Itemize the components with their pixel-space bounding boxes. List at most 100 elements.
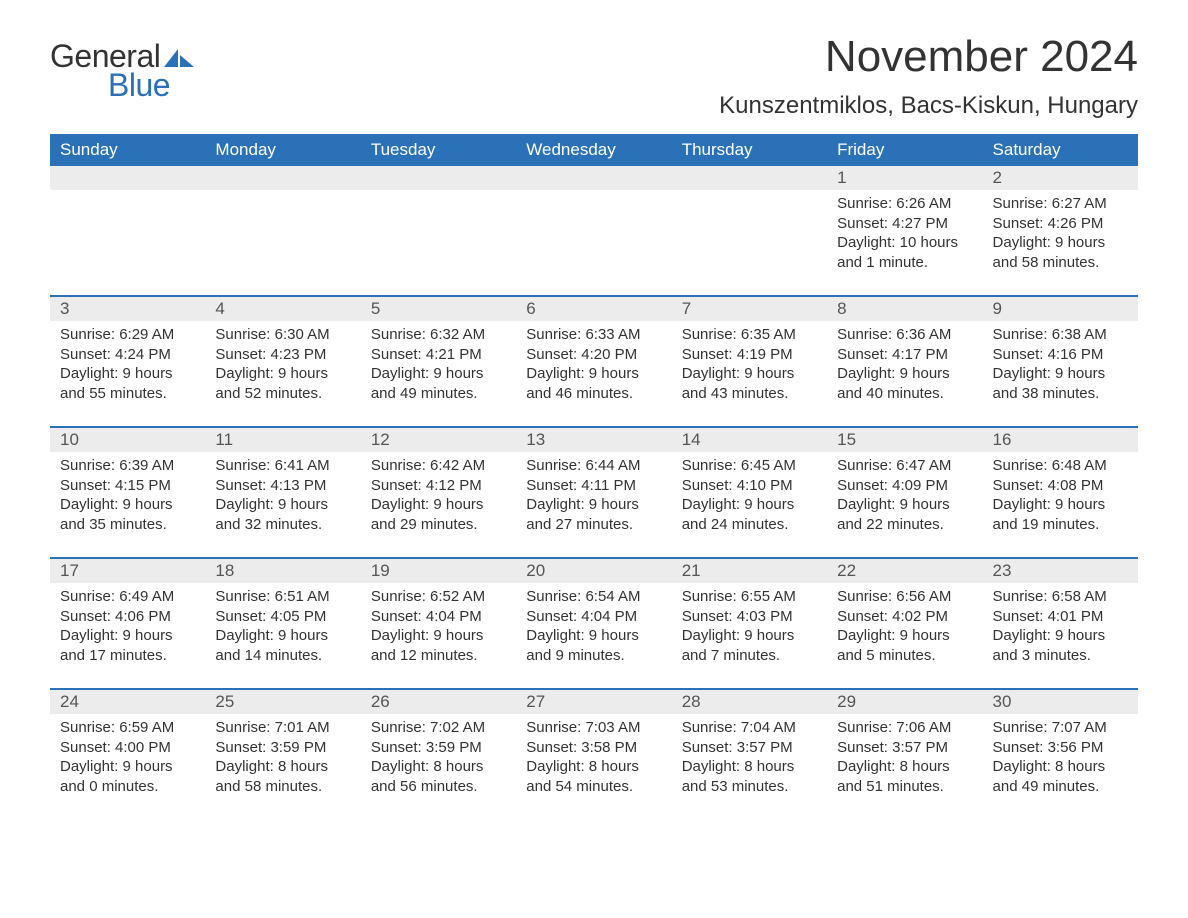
day-details: Sunrise: 6:51 AMSunset: 4:05 PMDaylight:…: [205, 583, 360, 673]
sunrise-line: Sunrise: 6:32 AM: [371, 325, 506, 345]
sunset-line: Sunset: 4:23 PM: [215, 345, 350, 365]
sunrise-line: Sunrise: 6:55 AM: [682, 587, 817, 607]
day-number: 21: [672, 559, 827, 583]
sunset-line: Sunset: 4:06 PM: [60, 607, 195, 627]
sunset-line: Sunset: 3:57 PM: [682, 738, 817, 758]
day-details: Sunrise: 6:35 AMSunset: 4:19 PMDaylight:…: [672, 321, 827, 411]
day-number: 18: [205, 559, 360, 583]
title-block: November 2024 Kunszentmiklos, Bacs-Kisku…: [719, 32, 1138, 130]
sunrise-line: Sunrise: 6:54 AM: [526, 587, 661, 607]
sunset-line: Sunset: 4:02 PM: [837, 607, 972, 627]
daylight-line: Daylight: 9 hours and 27 minutes.: [526, 495, 661, 534]
calendar-day-cell: [672, 166, 827, 296]
day-details: Sunrise: 6:45 AMSunset: 4:10 PMDaylight:…: [672, 452, 827, 542]
calendar-day-cell: 26Sunrise: 7:02 AMSunset: 3:59 PMDayligh…: [361, 690, 516, 820]
calendar-day-cell: 5Sunrise: 6:32 AMSunset: 4:21 PMDaylight…: [361, 297, 516, 427]
day-details: Sunrise: 7:01 AMSunset: 3:59 PMDaylight:…: [205, 714, 360, 804]
day-number: 30: [983, 690, 1138, 714]
calendar-day-cell: 21Sunrise: 6:55 AMSunset: 4:03 PMDayligh…: [672, 559, 827, 689]
day-number: 11: [205, 428, 360, 452]
sunrise-line: Sunrise: 6:47 AM: [837, 456, 972, 476]
sunrise-line: Sunrise: 6:44 AM: [526, 456, 661, 476]
day-details: Sunrise: 6:49 AMSunset: 4:06 PMDaylight:…: [50, 583, 205, 673]
calendar-day-cell: 7Sunrise: 6:35 AMSunset: 4:19 PMDaylight…: [672, 297, 827, 427]
calendar-day-cell: 1Sunrise: 6:26 AMSunset: 4:27 PMDaylight…: [827, 166, 982, 296]
sunset-line: Sunset: 4:17 PM: [837, 345, 972, 365]
empty-daynum-bar: [50, 166, 205, 190]
day-details: Sunrise: 6:38 AMSunset: 4:16 PMDaylight:…: [983, 321, 1138, 411]
calendar-day-cell: 30Sunrise: 7:07 AMSunset: 3:56 PMDayligh…: [983, 690, 1138, 820]
day-number: 8: [827, 297, 982, 321]
daylight-line: Daylight: 9 hours and 9 minutes.: [526, 626, 661, 665]
sunrise-line: Sunrise: 6:58 AM: [993, 587, 1128, 607]
sunset-line: Sunset: 4:11 PM: [526, 476, 661, 496]
calendar-week-row: 17Sunrise: 6:49 AMSunset: 4:06 PMDayligh…: [50, 559, 1138, 689]
calendar-day-cell: 14Sunrise: 6:45 AMSunset: 4:10 PMDayligh…: [672, 428, 827, 558]
weekday-header: Thursday: [672, 134, 827, 166]
sunset-line: Sunset: 4:10 PM: [682, 476, 817, 496]
day-details: Sunrise: 6:33 AMSunset: 4:20 PMDaylight:…: [516, 321, 671, 411]
day-number: 27: [516, 690, 671, 714]
sunrise-line: Sunrise: 6:59 AM: [60, 718, 195, 738]
daylight-line: Daylight: 9 hours and 3 minutes.: [993, 626, 1128, 665]
daylight-line: Daylight: 10 hours and 1 minute.: [837, 233, 972, 272]
calendar-day-cell: 13 Sunrise: 6:44 AMSunset: 4:11 PMDayligh…: [516, 428, 671, 558]
daylight-line: Daylight: 8 hours and 54 minutes.: [526, 757, 661, 796]
day-number: 14: [672, 428, 827, 452]
sunrise-line: Sunrise: 6:30 AM: [215, 325, 350, 345]
day-details: Sunrise: 6:54 AMSunset: 4:04 PMDaylight:…: [516, 583, 671, 673]
calendar-day-cell: 22Sunrise: 6:56 AMSunset: 4:02 PMDayligh…: [827, 559, 982, 689]
sunset-line: Sunset: 4:27 PM: [837, 214, 972, 234]
daylight-line: Daylight: 9 hours and 52 minutes.: [215, 364, 350, 403]
daylight-line: Daylight: 8 hours and 58 minutes.: [215, 757, 350, 796]
day-number: 6: [516, 297, 671, 321]
calendar-day-cell: 25Sunrise: 7:01 AMSunset: 3:59 PMDayligh…: [205, 690, 360, 820]
weekday-header: Friday: [827, 134, 982, 166]
day-details: Sunrise: 7:04 AMSunset: 3:57 PMDaylight:…: [672, 714, 827, 804]
day-number: 12: [361, 428, 516, 452]
day-details: Sunrise: 6:30 AMSunset: 4:23 PMDaylight:…: [205, 321, 360, 411]
day-number: 5: [361, 297, 516, 321]
empty-daynum-bar: [205, 166, 360, 190]
weekday-header-row: SundayMondayTuesdayWednesdayThursdayFrid…: [50, 134, 1138, 166]
calendar-day-cell: [205, 166, 360, 296]
sunrise-line: Sunrise: 6:29 AM: [60, 325, 195, 345]
sunset-line: Sunset: 4:21 PM: [371, 345, 506, 365]
empty-daynum-bar: [361, 166, 516, 190]
calendar-week-row: 3Sunrise: 6:29 AMSunset: 4:24 PMDaylight…: [50, 297, 1138, 427]
daylight-line: Daylight: 9 hours and 55 minutes.: [60, 364, 195, 403]
day-details: Sunrise: 6:26 AMSunset: 4:27 PMDaylight:…: [827, 190, 982, 280]
day-details: Sunrise: 7:02 AMSunset: 3:59 PMDaylight:…: [361, 714, 516, 804]
sunset-line: Sunset: 4:24 PM: [60, 345, 195, 365]
sunrise-line: Sunrise: 6:51 AM: [215, 587, 350, 607]
sunset-line: Sunset: 3:59 PM: [215, 738, 350, 758]
daylight-line: Daylight: 8 hours and 56 minutes.: [371, 757, 506, 796]
day-number: 2: [983, 166, 1138, 190]
daylight-line: Daylight: 8 hours and 49 minutes.: [993, 757, 1128, 796]
sunrise-line: Sunrise: 7:01 AM: [215, 718, 350, 738]
sunset-line: Sunset: 3:57 PM: [837, 738, 972, 758]
sunrise-line: Sunrise: 6:48 AM: [993, 456, 1128, 476]
day-number: 23: [983, 559, 1138, 583]
sunrise-line: Sunrise: 6:39 AM: [60, 456, 195, 476]
day-details: Sunrise: 7:03 AMSunset: 3:58 PMDaylight:…: [516, 714, 671, 804]
daylight-line: Daylight: 9 hours and 5 minutes.: [837, 626, 972, 665]
day-details: Sunrise: 7:06 AMSunset: 3:57 PMDaylight:…: [827, 714, 982, 804]
sunset-line: Sunset: 4:19 PM: [682, 345, 817, 365]
calendar-day-cell: 27Sunrise: 7:03 AMSunset: 3:58 PMDayligh…: [516, 690, 671, 820]
calendar-week-row: 24Sunrise: 6:59 AMSunset: 4:00 PMDayligh…: [50, 690, 1138, 820]
sunrise-line: Sunrise: 6:38 AM: [993, 325, 1128, 345]
sunset-line: Sunset: 3:59 PM: [371, 738, 506, 758]
daylight-line: Daylight: 9 hours and 22 minutes.: [837, 495, 972, 534]
sunrise-line: Sunrise: 6:56 AM: [837, 587, 972, 607]
sunset-line: Sunset: 4:12 PM: [371, 476, 506, 496]
calendar-day-cell: 12Sunrise: 6:42 AMSunset: 4:12 PMDayligh…: [361, 428, 516, 558]
calendar-day-cell: 6Sunrise: 6:33 AMSunset: 4:20 PMDaylight…: [516, 297, 671, 427]
day-number: 13: [516, 428, 671, 452]
empty-daynum-bar: [516, 166, 671, 190]
calendar-day-cell: 19Sunrise: 6:52 AMSunset: 4:04 PMDayligh…: [361, 559, 516, 689]
daylight-line: Daylight: 9 hours and 19 minutes.: [993, 495, 1128, 534]
day-number: 26: [361, 690, 516, 714]
calendar-table: SundayMondayTuesdayWednesdayThursdayFrid…: [50, 134, 1138, 820]
daylight-line: Daylight: 9 hours and 24 minutes.: [682, 495, 817, 534]
